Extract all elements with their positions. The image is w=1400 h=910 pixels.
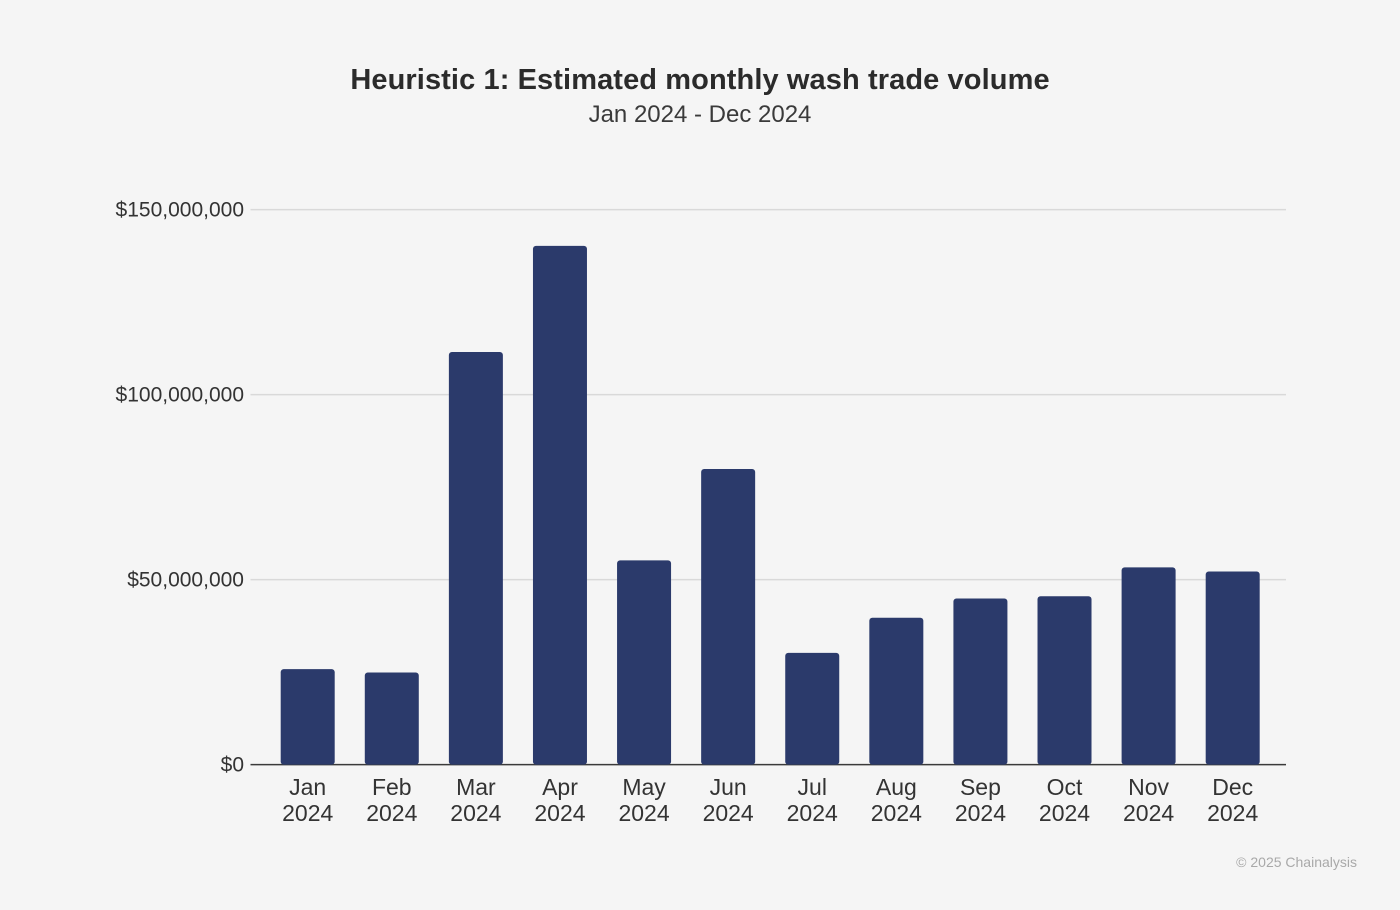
svg-text:$150,000,000: $150,000,000 (116, 199, 244, 222)
svg-text:Aug: Aug (876, 774, 917, 800)
svg-text:2024: 2024 (534, 800, 585, 826)
svg-text:Jun: Jun (710, 774, 747, 800)
svg-text:Apr: Apr (542, 774, 578, 800)
svg-text:$100,000,000: $100,000,000 (116, 384, 244, 407)
svg-text:2024: 2024 (450, 800, 501, 826)
svg-text:2024: 2024 (955, 800, 1006, 826)
svg-text:2024: 2024 (618, 800, 669, 826)
svg-text:Mar: Mar (456, 774, 496, 800)
svg-text:$50,000,000: $50,000,000 (127, 569, 244, 592)
svg-text:2024: 2024 (282, 800, 333, 826)
svg-text:Jul: Jul (798, 774, 827, 800)
svg-text:2024: 2024 (1207, 800, 1258, 826)
svg-text:$0: $0 (221, 754, 244, 777)
svg-text:2024: 2024 (366, 800, 417, 826)
svg-text:2024: 2024 (1123, 800, 1174, 826)
svg-text:Sep: Sep (960, 774, 1001, 800)
svg-text:Dec: Dec (1212, 774, 1253, 800)
svg-text:2024: 2024 (1039, 800, 1090, 826)
svg-text:Feb: Feb (372, 774, 412, 800)
svg-text:Oct: Oct (1047, 774, 1083, 800)
svg-text:May: May (622, 774, 666, 800)
svg-text:2024: 2024 (703, 800, 754, 826)
svg-text:Nov: Nov (1128, 774, 1169, 800)
svg-text:2024: 2024 (871, 800, 922, 826)
svg-text:2024: 2024 (787, 800, 838, 826)
svg-text:Jan: Jan (289, 774, 326, 800)
